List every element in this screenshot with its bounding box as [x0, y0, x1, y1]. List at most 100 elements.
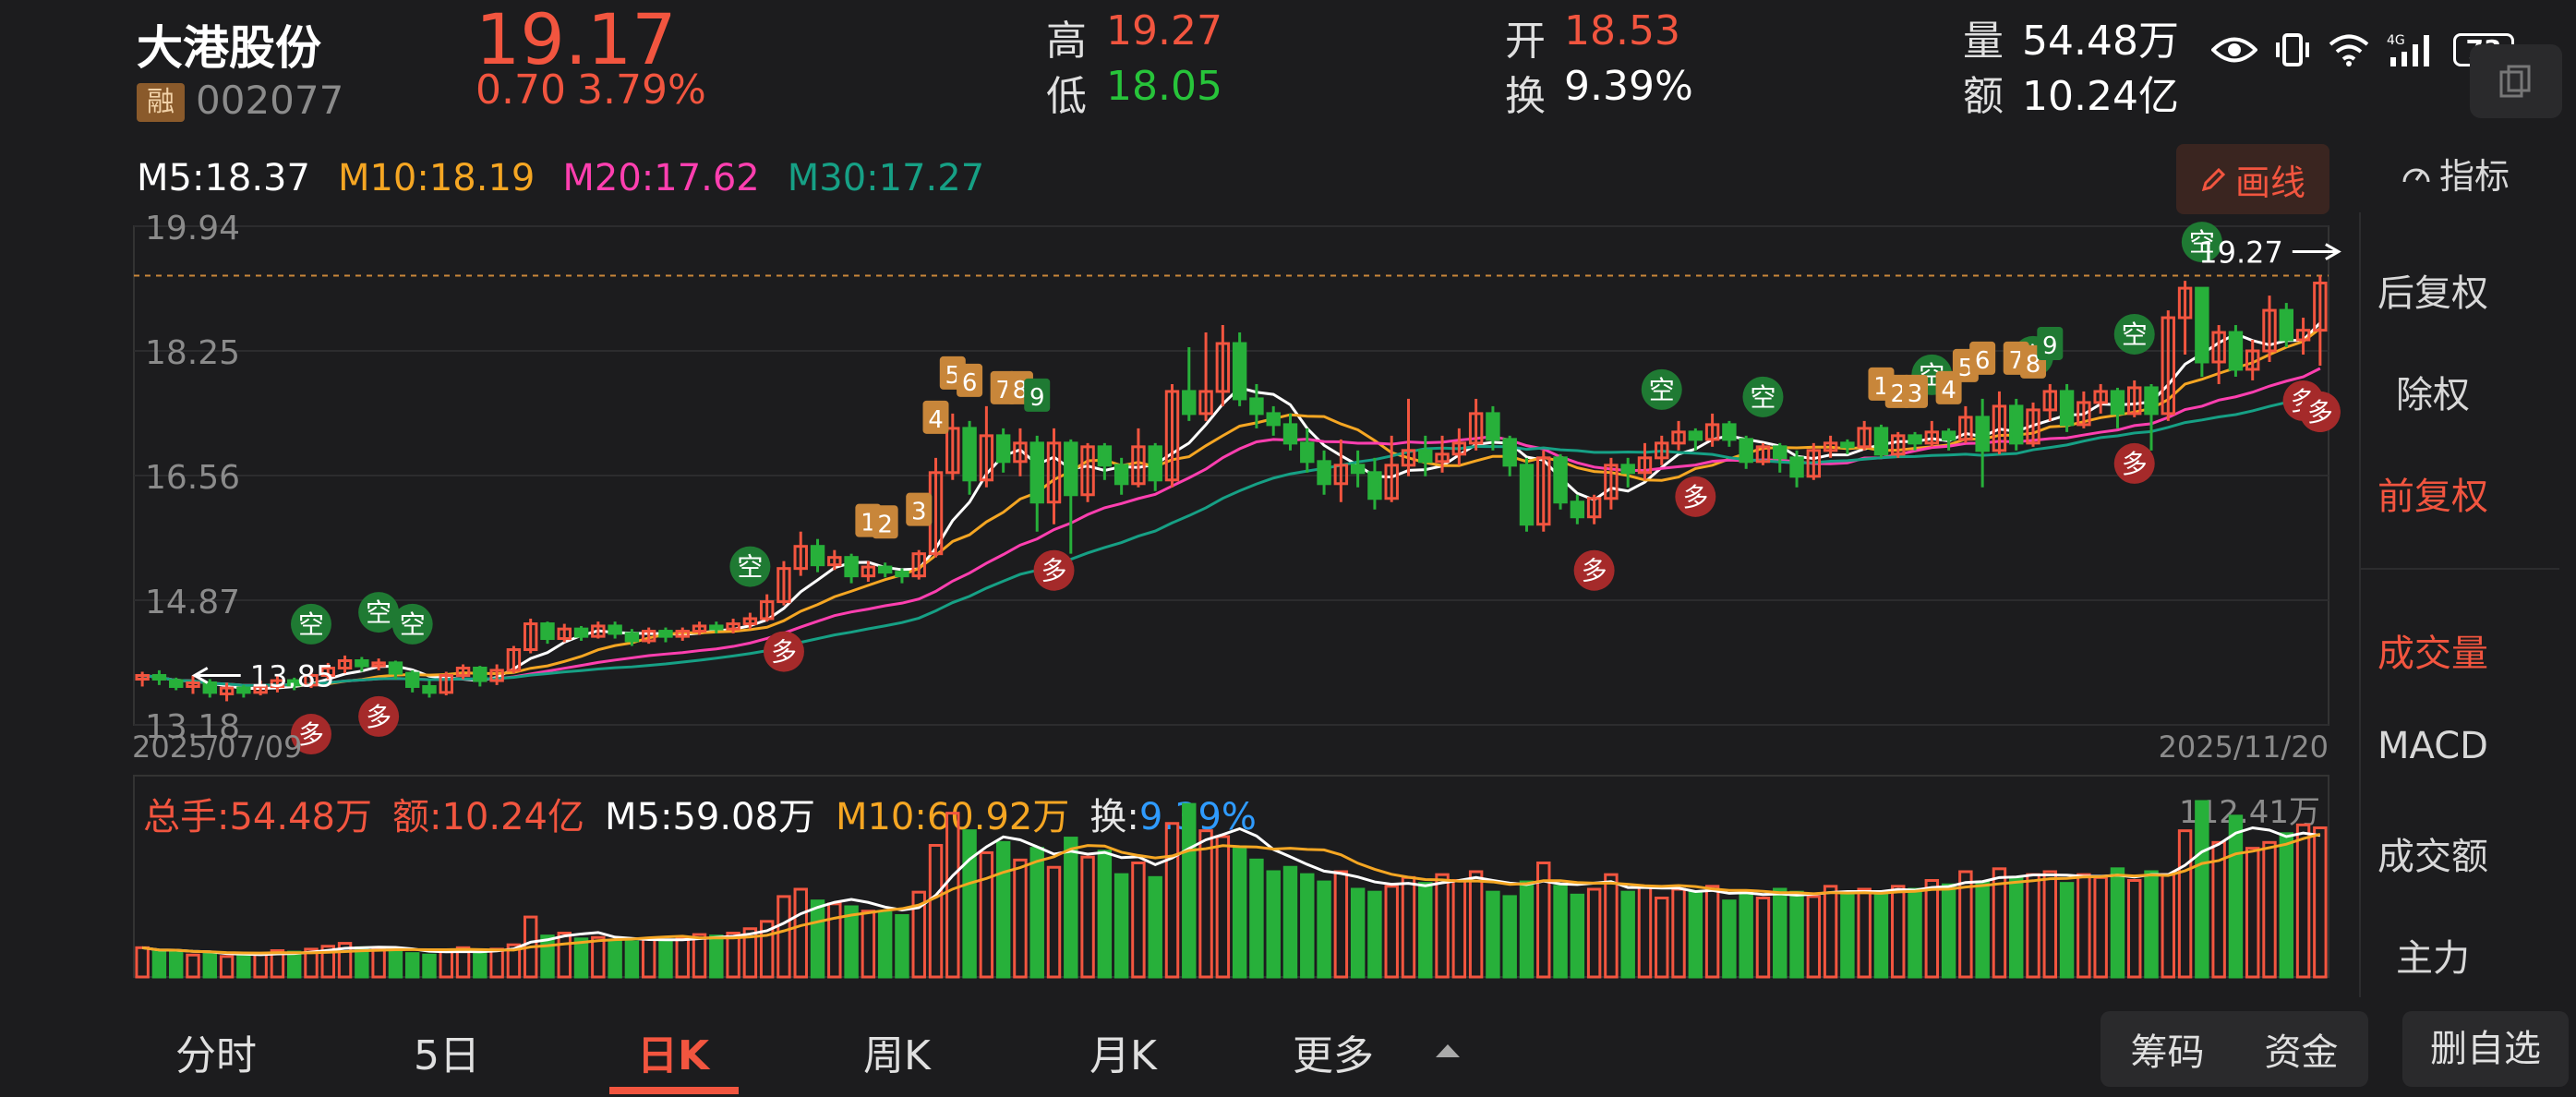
candle-body	[2211, 331, 2226, 364]
tab-monthly-k[interactable]: 月K	[1089, 1032, 1157, 1079]
candle-body	[1064, 441, 1078, 497]
kline-chart[interactable]: 空空空空空空空空空空多多多多多多多多多多多123456789123456789 …	[0, 0, 2576, 997]
volume-bar	[1536, 861, 1551, 979]
gauge-icon	[2402, 168, 2430, 182]
buy-signal-marker	[1573, 549, 1615, 591]
volume-legend: 总手:54.48万 额:10.24亿 M5:59.08万 M10:60.92万 …	[143, 787, 1257, 840]
tab-daily-k[interactable]: 日K	[637, 1032, 710, 1079]
min-arrow	[191, 667, 241, 684]
count-mark-label: 5	[1958, 355, 1974, 382]
candle-body	[1013, 441, 1028, 464]
vol-m10: M10:60.92万	[835, 796, 1070, 838]
candle-body	[202, 681, 217, 694]
tab-more[interactable]: 更多	[1293, 1032, 1374, 1079]
side-item-hfq[interactable]: 后复权	[2377, 272, 2488, 315]
floating-window-button[interactable]	[2470, 44, 2562, 118]
ma10-line	[141, 327, 2321, 687]
buy-signal-label: 多	[1682, 482, 1708, 512]
side-item-main-force[interactable]: 主力	[2396, 937, 2470, 980]
chips-button[interactable]: 筹码	[2130, 1031, 2205, 1074]
candle-body	[1451, 441, 1467, 456]
volume-bar	[1789, 890, 1804, 979]
candle-body	[2144, 386, 2159, 416]
svg-text:4G: 4G	[2387, 33, 2405, 48]
ma10-label: M10:18.19	[337, 157, 536, 199]
indicator-button[interactable]: 指标	[2401, 148, 2510, 199]
volume-bar	[2127, 878, 2142, 979]
volume-bar	[422, 953, 437, 979]
remove-watchlist-button[interactable]: 删自选	[2402, 1011, 2569, 1087]
ma20-label: M20:17.62	[562, 157, 760, 199]
candle-body	[1519, 464, 1535, 526]
side-item-macd[interactable]: MACD	[2377, 725, 2488, 767]
tab-5day[interactable]: 5日	[414, 1032, 480, 1079]
volume-bar	[1604, 873, 1619, 979]
volume-bar	[1891, 885, 1906, 979]
tab-weekly-k[interactable]: 周K	[863, 1032, 931, 1079]
candle-body	[2228, 331, 2244, 371]
volume-bar	[388, 948, 403, 979]
candle-body	[1468, 412, 1484, 445]
volume-bar	[1992, 867, 2007, 979]
candle-body	[473, 666, 488, 682]
count-mark-box	[957, 363, 983, 397]
y-tick-label: 16.56	[145, 459, 240, 497]
candle-body	[1333, 464, 1349, 486]
side-item-cq[interactable]: 除权	[2396, 374, 2470, 416]
volume-bar	[1401, 875, 1416, 979]
candle-body	[2110, 390, 2125, 416]
buy-signal-marker	[358, 695, 400, 737]
draw-line-button[interactable]: 画线	[2176, 144, 2329, 214]
amount-value: 10.24亿	[2022, 73, 2179, 120]
volume-bar	[675, 935, 690, 979]
volume-bar	[1823, 885, 1838, 979]
funds-button[interactable]: 资金	[2264, 1031, 2339, 1074]
ma-lines	[141, 321, 2321, 691]
candle-body	[1704, 423, 1720, 441]
candle-body	[2279, 308, 2294, 342]
candle-body	[2059, 390, 2075, 427]
volume-bar	[1755, 896, 1771, 979]
candle-body	[827, 556, 842, 567]
volume-bar	[1620, 890, 1635, 979]
ma30-line	[141, 391, 2321, 687]
ma5-line	[141, 321, 2321, 691]
side-item-volume[interactable]: 成交量	[2377, 633, 2488, 675]
volume-bar	[1198, 829, 1213, 979]
y-tick-label: 18.25	[145, 334, 240, 372]
candle-body	[1097, 445, 1113, 467]
vol-turn-label: 换:	[1089, 796, 1139, 838]
candle-body	[1350, 464, 1366, 475]
side-item-qfq[interactable]: 前复权	[2377, 476, 2488, 518]
candle-body	[320, 666, 335, 677]
volume-bar	[995, 840, 1011, 979]
count-mark-label: 3	[1908, 380, 1923, 408]
volume-bar	[186, 953, 200, 979]
candle-body	[2262, 308, 2277, 353]
side-item-amount[interactable]: 成交额	[2377, 836, 2488, 878]
volume-bar	[1840, 892, 1855, 979]
turnover-value: 9.39%	[1564, 63, 1693, 110]
candle-body	[404, 671, 420, 688]
count-mark-box	[1969, 341, 1996, 375]
candle-body	[2042, 390, 2058, 412]
volume-bar	[1924, 878, 1940, 979]
candle-body	[2177, 286, 2193, 319]
volume-bar	[1131, 861, 1146, 979]
candle-body	[1367, 471, 1382, 500]
caret-up-icon[interactable]	[1434, 1041, 1462, 1059]
buy-signal-label: 多	[298, 719, 324, 750]
candle-body	[304, 673, 319, 687]
volume-bar	[2228, 814, 2244, 979]
candle-body	[1553, 456, 1568, 504]
vol-m5: M5:59.08万	[605, 796, 815, 838]
tab-intraday[interactable]: 分时	[175, 1032, 257, 1079]
y-tick-label: 14.87	[145, 584, 240, 621]
volume-bar	[1266, 870, 1281, 979]
candle-body	[742, 617, 758, 626]
sell-signal-marker	[729, 546, 771, 587]
volume-bar	[1097, 850, 1113, 979]
candle-body	[1924, 430, 1940, 445]
count-mark-label: 3	[911, 499, 927, 526]
candle-body	[1046, 441, 1062, 504]
